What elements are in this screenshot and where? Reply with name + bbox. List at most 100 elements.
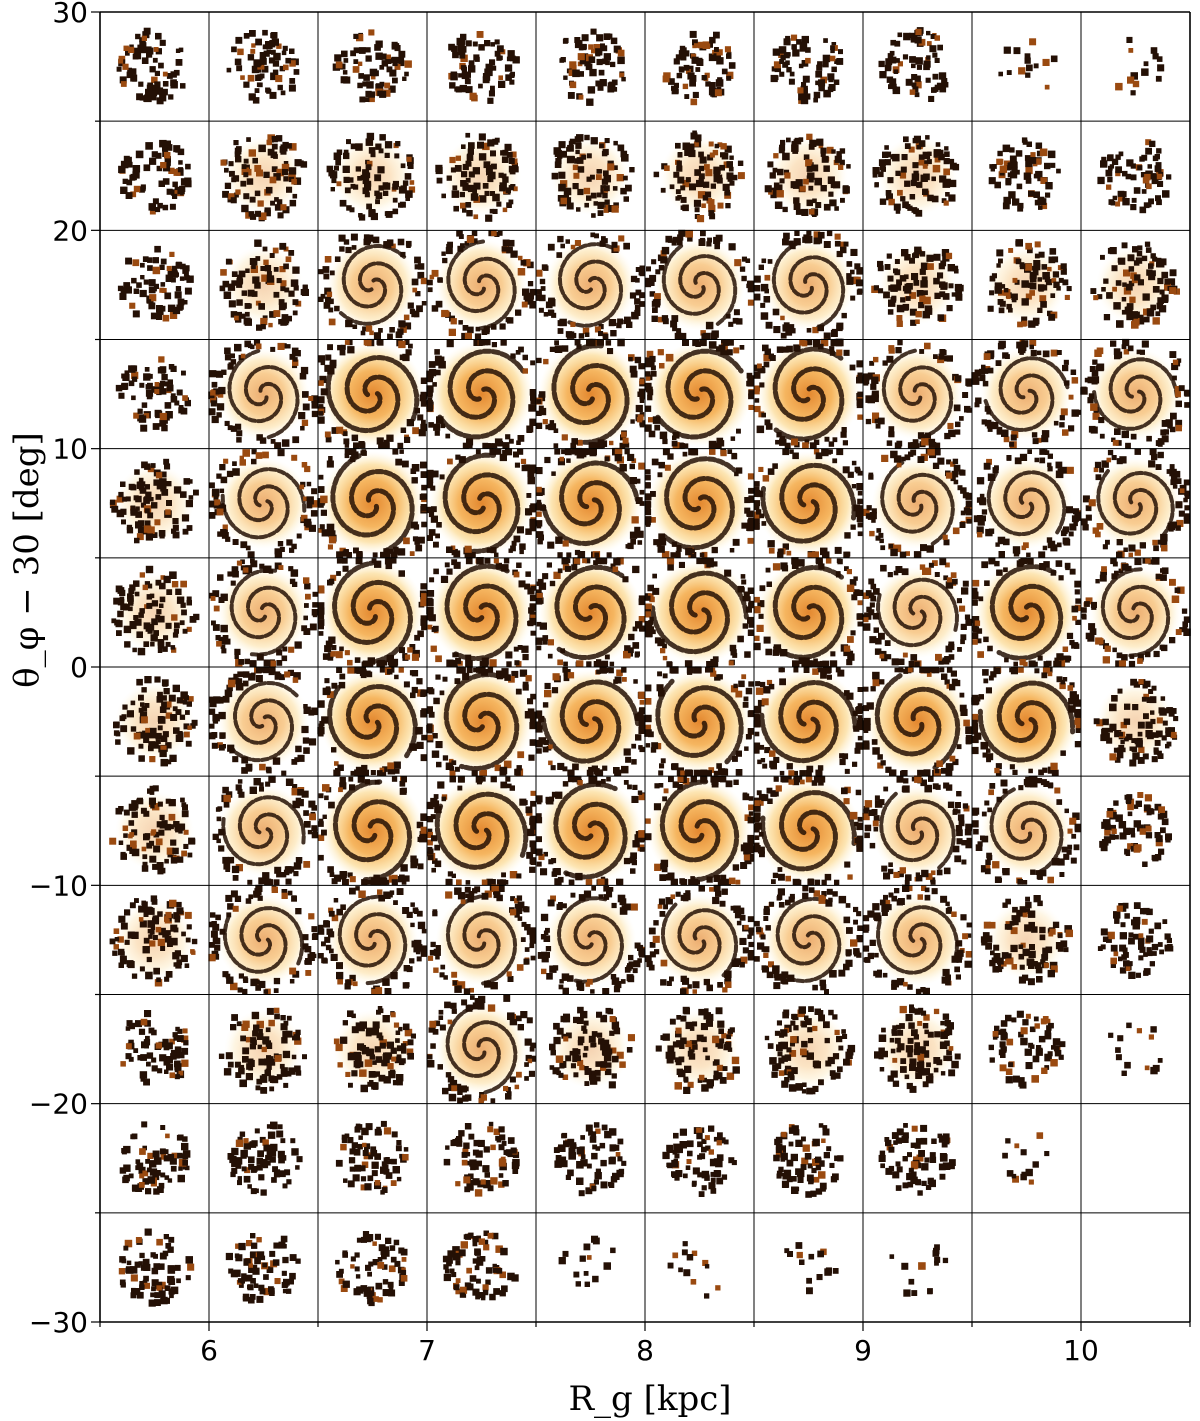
density-dot [661, 246, 670, 255]
density-dot [954, 283, 962, 292]
density-dot [1106, 457, 1112, 463]
density-dot [235, 683, 244, 691]
density-dot [334, 54, 342, 62]
scatter-dots [117, 245, 194, 322]
density-dot [839, 148, 846, 154]
density-dot [147, 512, 154, 519]
density-dot [697, 41, 705, 49]
density-dot [693, 141, 699, 147]
density-dot [846, 273, 852, 279]
density-dot [1050, 162, 1056, 168]
spiral-arm [243, 364, 300, 440]
density-dot [1128, 660, 1136, 668]
density-dot [628, 357, 633, 362]
panel-r2-c9 [1081, 230, 1190, 340]
density-dot [343, 176, 350, 183]
density-dot [183, 265, 190, 272]
density-dot [141, 687, 147, 693]
density-dot [940, 260, 947, 267]
density-dot [365, 325, 373, 332]
density-dot [216, 508, 224, 516]
panel-r5-c9 [1081, 557, 1191, 668]
density-dot [788, 78, 795, 85]
density-dot [747, 379, 755, 387]
density-dot [585, 63, 593, 71]
density-dot [400, 251, 406, 258]
density-dot [414, 407, 420, 414]
scatter-dots [1080, 338, 1190, 449]
density-dot [211, 620, 216, 626]
density-dot [157, 648, 163, 653]
density-dot [353, 184, 359, 190]
density-dot [834, 206, 839, 211]
density-dot [535, 269, 543, 277]
density-dot [213, 388, 220, 395]
density-dot [1175, 629, 1182, 635]
density-dot [832, 45, 838, 51]
density-dot [431, 470, 439, 478]
density-dot [300, 481, 306, 488]
density-dot [159, 366, 167, 373]
density-dot [485, 63, 493, 71]
density-dot [1152, 539, 1158, 546]
density-dot [560, 150, 567, 158]
density-dot [1045, 192, 1051, 198]
density-dot [389, 69, 397, 77]
density-glow [538, 669, 643, 774]
density-dot [350, 770, 356, 776]
density-dot [570, 244, 576, 250]
spiral-arms [446, 239, 517, 331]
density-dot [708, 141, 714, 147]
density-dot [879, 653, 885, 659]
spiral-arm [229, 568, 282, 640]
density-dot [330, 187, 335, 192]
density-dot [209, 723, 215, 729]
density-dot [135, 521, 143, 529]
density-dot [557, 153, 563, 159]
density-dot [259, 52, 266, 59]
density-dot [143, 373, 151, 381]
density-dot [694, 207, 700, 213]
density-dot [682, 204, 689, 212]
density-dot [1140, 172, 1147, 178]
density-dot [830, 48, 835, 54]
density-dot [427, 375, 433, 382]
density-dot [449, 766, 455, 771]
density-dot [380, 551, 387, 558]
density-dot [1177, 586, 1185, 594]
density-dot [943, 168, 950, 176]
density-dot [1048, 256, 1056, 264]
density-dot [1042, 58, 1050, 66]
density-dot [698, 173, 705, 180]
density-dot [521, 301, 528, 308]
density-dot [153, 630, 159, 636]
density-dot [239, 455, 244, 461]
density-dot [765, 648, 772, 656]
density-dot [1130, 272, 1137, 279]
density-dot [382, 442, 390, 450]
density-dot [614, 447, 623, 456]
density-dot [948, 429, 956, 438]
density-dot [831, 149, 836, 154]
density-dot [1003, 196, 1011, 205]
density-dot [132, 647, 137, 653]
panel-grid [100, 12, 1191, 1322]
density-dot [639, 420, 645, 426]
density-dot [529, 739, 537, 746]
density-dot [902, 652, 908, 658]
density-dot [464, 332, 472, 340]
density-dot [231, 280, 237, 286]
density-dot [140, 502, 146, 508]
density-dot [428, 511, 435, 518]
density-dot [596, 58, 603, 66]
density-dot [920, 280, 928, 288]
spiral-arm [983, 373, 1055, 433]
scatter-dots [208, 666, 319, 776]
density-dot [597, 169, 603, 174]
density-dot [577, 166, 585, 173]
density-dot [131, 376, 138, 382]
density-dot [526, 493, 532, 498]
density-dot [639, 292, 645, 299]
density-dot [557, 235, 564, 243]
density-dot [753, 606, 761, 614]
